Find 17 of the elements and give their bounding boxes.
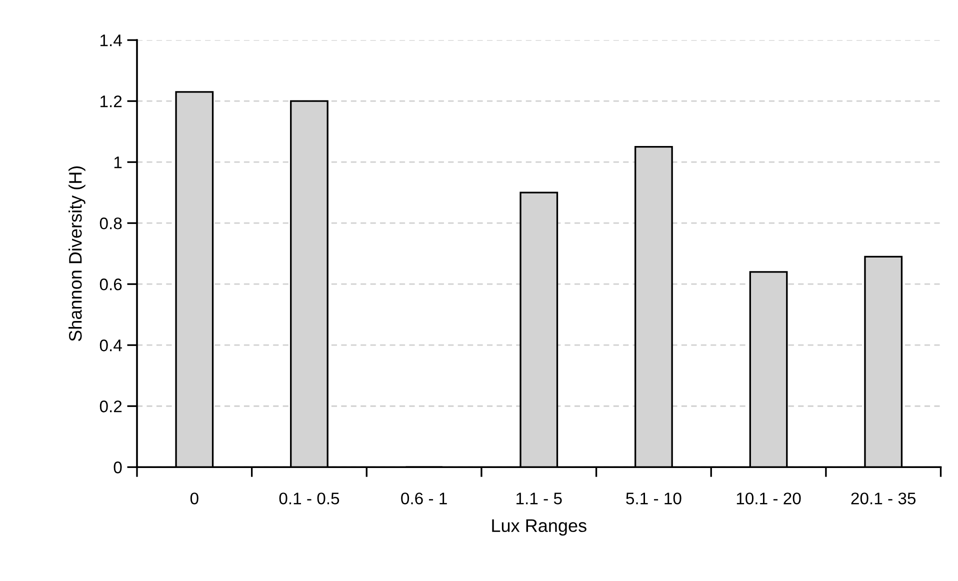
x-tick-label: 20.1 - 35 [851, 492, 916, 504]
y-tick-label: 0.4 [100, 340, 122, 352]
x-axis-title: Lux Ranges [492, 519, 586, 536]
y-axis-title: Shannon Diversity (H) [68, 166, 86, 342]
x-tick-label: 1.1 - 5 [516, 492, 562, 504]
x-tick-label: 0.1 - 0.5 [279, 492, 340, 504]
x-tick-label: 5.1 - 10 [626, 492, 682, 504]
x-tick-label: 0 [190, 492, 198, 504]
y-tick-label: 1.4 [100, 34, 122, 46]
x-tick-label: 10.1 - 20 [736, 492, 801, 504]
y-tick-label: 1 [114, 156, 122, 168]
y-tick-label: 1.2 [100, 95, 122, 108]
y-tick-label: 0.8 [100, 218, 122, 230]
y-tick-label: 0 [114, 462, 122, 474]
y-tick-label: 0.6 [100, 278, 122, 290]
y-tick-label: 0.2 [100, 400, 122, 412]
x-tick-label: 0.6 - 1 [401, 492, 447, 504]
